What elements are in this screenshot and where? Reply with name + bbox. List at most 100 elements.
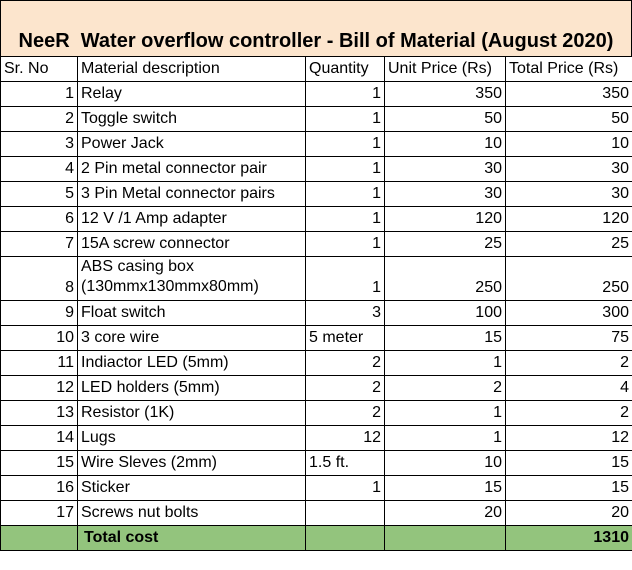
cell-unit-price: 1 (384, 425, 506, 451)
cell-sr-no: 17 (0, 500, 78, 526)
total-empty-cell (384, 525, 506, 551)
table-row: 11 Indiactor LED (5mm) 2 1 2 (0, 350, 632, 376)
header-total-price: Total Price (Rs) (505, 56, 632, 82)
cell-total-price: 250 (505, 256, 632, 301)
header-unit-price: Unit Price (Rs) (384, 56, 506, 82)
cell-description: Wire Sleves (2mm) (77, 450, 306, 476)
cell-total-price: 350 (505, 81, 632, 107)
cell-description: Lugs (77, 425, 306, 451)
cell-quantity: 3 (305, 300, 385, 326)
table-row: 9 Float switch 3 100 300 (0, 300, 632, 326)
cell-sr-no: 4 (0, 156, 78, 182)
cell-unit-price: 1 (384, 400, 506, 426)
cell-unit-price: 30 (384, 181, 506, 207)
cell-total-price: 120 (505, 206, 632, 232)
cell-total-price: 75 (505, 325, 632, 351)
table-row: 8 ABS casing box (130mmx130mmx80mm) 1 25… (0, 256, 632, 301)
cell-description: 15A screw connector (77, 231, 306, 257)
cell-total-price: 300 (505, 300, 632, 326)
cell-unit-price: 10 (384, 450, 506, 476)
cell-total-price: 12 (505, 425, 632, 451)
cell-sr-no: 12 (0, 375, 78, 401)
table-row: 14 Lugs 12 1 12 (0, 425, 632, 451)
cell-sr-no: 9 (0, 300, 78, 326)
cell-unit-price: 15 (384, 475, 506, 501)
cell-description: Screws nut bolts (77, 500, 306, 526)
cell-quantity: 1 (305, 206, 385, 232)
table-row: 13 Resistor (1K) 2 1 2 (0, 400, 632, 426)
cell-total-price: 4 (505, 375, 632, 401)
cell-total-price: 2 (505, 350, 632, 376)
cell-unit-price: 1 (384, 350, 506, 376)
cell-quantity: 1 (305, 156, 385, 182)
cell-quantity: 1 (305, 256, 385, 301)
cell-description: LED holders (5mm) (77, 375, 306, 401)
cell-description: Indiactor LED (5mm) (77, 350, 306, 376)
total-row: Total cost 1310 (0, 525, 632, 551)
cell-unit-price: 15 (384, 325, 506, 351)
table-row: 7 15A screw connector 1 25 25 (0, 231, 632, 257)
table-row: 4 2 Pin metal connector pair 1 30 30 (0, 156, 632, 182)
table-row: 15 Wire Sleves (2mm) 1.5 ft. 10 15 (0, 450, 632, 476)
cell-unit-price: 10 (384, 131, 506, 157)
cell-unit-price: 50 (384, 106, 506, 132)
table-row: 17 Screws nut bolts 20 20 (0, 500, 632, 526)
cell-total-price: 30 (505, 156, 632, 182)
cell-sr-no: 7 (0, 231, 78, 257)
total-cost-value: 1310 (505, 525, 632, 551)
cell-quantity: 1 (305, 131, 385, 157)
cell-quantity (305, 500, 385, 526)
cell-description: Sticker (77, 475, 306, 501)
cell-quantity: 1 (305, 81, 385, 107)
cell-sr-no: 8 (0, 256, 78, 301)
cell-unit-price: 25 (384, 231, 506, 257)
total-cost-label: Total cost (77, 525, 306, 551)
cell-sr-no: 14 (0, 425, 78, 451)
cell-description: Float switch (77, 300, 306, 326)
table-row: 16 Sticker 1 15 15 (0, 475, 632, 501)
cell-description: ABS casing box (130mmx130mmx80mm) (77, 256, 306, 301)
cell-sr-no: 13 (0, 400, 78, 426)
header-row: Sr. No Material description Quantity Uni… (0, 56, 632, 82)
cell-description: 3 Pin Metal connector pairs (77, 181, 306, 207)
sheet-title: NeeR Water overflow controller - Bill of… (0, 0, 632, 56)
table-row: 5 3 Pin Metal connector pairs 1 30 30 (0, 181, 632, 207)
cell-quantity: 2 (305, 350, 385, 376)
total-empty-cell (305, 525, 385, 551)
cell-quantity: 5 meter (305, 325, 385, 351)
cell-sr-no: 11 (0, 350, 78, 376)
bom-table: Sr. No Material description Quantity Uni… (0, 56, 632, 551)
cell-sr-no: 1 (0, 81, 78, 107)
table-row: 3 Power Jack 1 10 10 (0, 131, 632, 157)
cell-unit-price: 120 (384, 206, 506, 232)
cell-total-price: 20 (505, 500, 632, 526)
cell-total-price: 25 (505, 231, 632, 257)
cell-quantity: 1 (305, 181, 385, 207)
table-row: 6 12 V /1 Amp adapter 1 120 120 (0, 206, 632, 232)
cell-sr-no: 10 (0, 325, 78, 351)
cell-sr-no: 16 (0, 475, 78, 501)
cell-quantity: 1 (305, 106, 385, 132)
table-row: 2 Toggle switch 1 50 50 (0, 106, 632, 132)
cell-unit-price: 100 (384, 300, 506, 326)
cell-total-price: 15 (505, 450, 632, 476)
cell-total-price: 10 (505, 131, 632, 157)
cell-description: Toggle switch (77, 106, 306, 132)
header-material-description: Material description (77, 56, 306, 82)
cell-description: 3 core wire (77, 325, 306, 351)
cell-quantity: 2 (305, 400, 385, 426)
cell-sr-no: 2 (0, 106, 78, 132)
cell-description: Relay (77, 81, 306, 107)
cell-description: 2 Pin metal connector pair (77, 156, 306, 182)
cell-unit-price: 250 (384, 256, 506, 301)
cell-unit-price: 20 (384, 500, 506, 526)
cell-description: Power Jack (77, 131, 306, 157)
cell-quantity: 12 (305, 425, 385, 451)
cell-quantity: 1 (305, 475, 385, 501)
cell-unit-price: 2 (384, 375, 506, 401)
cell-quantity: 2 (305, 375, 385, 401)
total-empty-cell (0, 525, 78, 551)
header-sr-no: Sr. No (0, 56, 78, 82)
cell-quantity: 1 (305, 231, 385, 257)
